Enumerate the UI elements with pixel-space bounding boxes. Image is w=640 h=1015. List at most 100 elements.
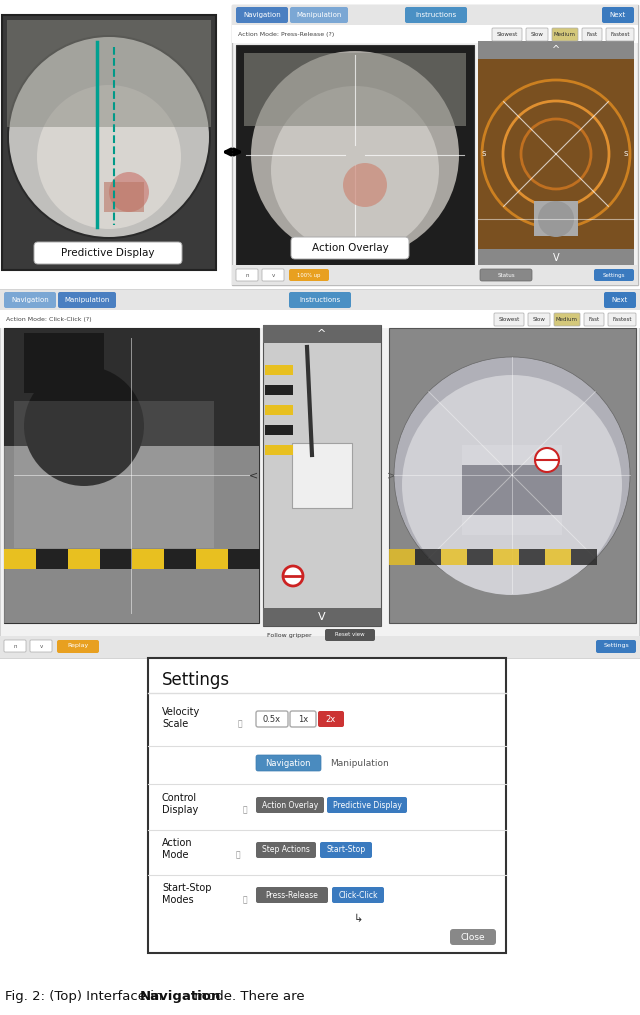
Text: Action Mode: Press-Release (?): Action Mode: Press-Release (?) (238, 31, 334, 37)
FancyBboxPatch shape (236, 7, 288, 23)
Text: Predictive Display: Predictive Display (61, 248, 155, 258)
Text: Settings: Settings (603, 272, 625, 277)
FancyBboxPatch shape (602, 7, 634, 23)
Text: Slow: Slow (531, 31, 543, 37)
Bar (467, 549, 493, 565)
FancyBboxPatch shape (554, 313, 580, 326)
FancyBboxPatch shape (327, 797, 407, 813)
Text: Navigation: Navigation (243, 12, 281, 18)
Text: ⓘ: ⓘ (238, 720, 243, 729)
Bar (389, 549, 415, 565)
Text: Action Overlay: Action Overlay (312, 243, 388, 253)
Bar (265, 345, 379, 606)
Bar (4, 549, 36, 569)
Bar (196, 549, 228, 569)
Text: Next: Next (610, 12, 626, 18)
Bar (389, 328, 636, 623)
Circle shape (251, 51, 459, 259)
FancyBboxPatch shape (58, 292, 116, 308)
Text: <: < (248, 470, 258, 480)
Bar (104, 182, 144, 212)
Text: Status: Status (497, 272, 515, 277)
Text: Instructions: Instructions (300, 297, 340, 303)
Text: Navigation: Navigation (11, 297, 49, 303)
FancyBboxPatch shape (596, 640, 636, 653)
Text: Action Overlay: Action Overlay (262, 801, 318, 810)
Bar (148, 658, 506, 953)
Bar (263, 325, 381, 626)
Text: v: v (271, 272, 275, 277)
Bar (263, 325, 381, 343)
Bar (265, 365, 293, 375)
Bar (478, 41, 634, 59)
FancyBboxPatch shape (320, 842, 372, 858)
Text: 2x: 2x (326, 715, 336, 724)
Text: V: V (318, 612, 326, 622)
Bar (534, 201, 578, 236)
Bar (132, 549, 164, 569)
Circle shape (9, 37, 209, 236)
Text: Action
Mode: Action Mode (162, 838, 193, 860)
Bar (292, 443, 352, 508)
Bar (265, 405, 293, 415)
FancyBboxPatch shape (318, 710, 344, 727)
Text: Predictive Display: Predictive Display (333, 801, 401, 810)
Bar (462, 465, 562, 515)
FancyBboxPatch shape (256, 710, 288, 727)
Text: S: S (623, 151, 628, 157)
Text: Slowest: Slowest (497, 31, 518, 37)
Bar (265, 425, 293, 435)
Bar (0, 290, 640, 310)
Circle shape (271, 86, 439, 254)
FancyBboxPatch shape (584, 313, 604, 326)
Text: mode. There are: mode. There are (190, 991, 305, 1003)
FancyBboxPatch shape (606, 28, 634, 41)
Bar (244, 53, 466, 126)
Text: Settings: Settings (603, 644, 629, 649)
Text: >: > (387, 470, 396, 480)
FancyBboxPatch shape (492, 28, 522, 41)
FancyBboxPatch shape (528, 313, 550, 326)
Bar (232, 5, 638, 25)
FancyBboxPatch shape (236, 269, 258, 281)
Text: v: v (40, 644, 43, 649)
Text: Start-Stop
Modes: Start-Stop Modes (162, 883, 211, 904)
Text: Fig. 2: (Top) Interface in: Fig. 2: (Top) Interface in (5, 991, 167, 1003)
Text: ⓘ: ⓘ (243, 806, 248, 814)
FancyBboxPatch shape (256, 887, 328, 903)
Text: Reset view: Reset view (335, 632, 365, 637)
Bar (14, 401, 214, 548)
Bar (571, 549, 597, 565)
FancyBboxPatch shape (480, 269, 532, 281)
Bar (100, 549, 132, 569)
Text: S: S (482, 151, 486, 157)
Circle shape (394, 357, 630, 593)
Text: ^: ^ (317, 329, 326, 339)
Bar (265, 445, 293, 455)
Circle shape (343, 163, 387, 207)
Text: Medium: Medium (554, 31, 576, 37)
Bar (228, 549, 260, 569)
FancyBboxPatch shape (4, 292, 56, 308)
FancyBboxPatch shape (256, 842, 316, 858)
Bar (236, 45, 474, 265)
Bar (36, 549, 68, 569)
Text: Manipulation: Manipulation (330, 758, 388, 767)
Bar (4, 446, 259, 623)
FancyBboxPatch shape (289, 269, 329, 281)
FancyBboxPatch shape (290, 7, 348, 23)
FancyBboxPatch shape (582, 28, 602, 41)
Text: Navigation: Navigation (265, 758, 311, 767)
Text: n: n (245, 272, 249, 277)
Circle shape (402, 375, 622, 595)
Text: ⓘ: ⓘ (243, 895, 248, 904)
Bar (68, 549, 100, 569)
Bar (7, 20, 211, 127)
Text: Slow: Slow (532, 317, 545, 322)
Circle shape (7, 35, 211, 239)
FancyBboxPatch shape (494, 313, 524, 326)
Circle shape (37, 85, 181, 229)
Text: Close: Close (461, 933, 485, 942)
Text: Click-Click: Click-Click (339, 890, 378, 899)
Circle shape (535, 448, 559, 472)
